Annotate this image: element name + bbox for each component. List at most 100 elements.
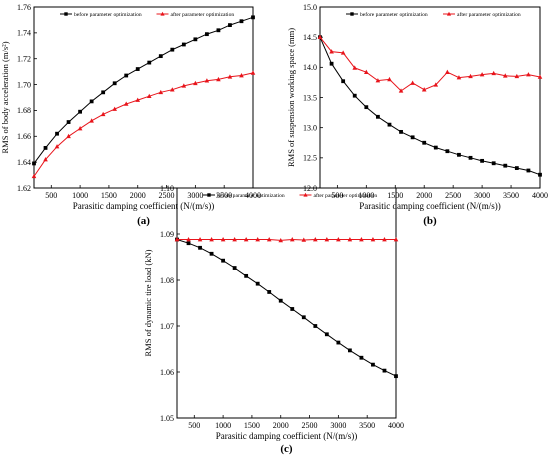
chart-panel-2: 500 1000 1500 2000 2500 3000 3500 400012.012.51…	[286, 3, 548, 227]
data-point-triangle	[112, 106, 117, 111]
data-point-square	[313, 324, 318, 328]
data-point-triangle	[100, 111, 106, 117]
data-point-square	[251, 15, 255, 20]
panel-label: (c)	[280, 443, 293, 455]
data-point-square	[78, 109, 83, 114]
data-point-triangle	[255, 237, 260, 242]
data-point-triangle	[239, 73, 244, 78]
data-point-triangle	[352, 65, 358, 70]
x-tick-label: 500	[331, 191, 343, 200]
y-tick-label: 1.62	[17, 184, 31, 193]
legend-marker-square	[64, 12, 68, 16]
legend-entry: after parameter optimization	[171, 11, 235, 18]
data-point-triangle	[220, 237, 226, 242]
data-point-triangle	[186, 237, 191, 242]
y-tick-label: 1.08	[160, 276, 174, 285]
data-point-square	[170, 47, 175, 52]
data-point-square	[538, 172, 542, 177]
data-point-square	[66, 120, 71, 124]
x-tick-label: 1500	[244, 421, 260, 430]
data-point-triangle	[502, 73, 508, 78]
data-point-triangle	[54, 144, 60, 149]
legend-marker-square	[350, 12, 354, 16]
data-point-square	[198, 245, 202, 250]
data-point-triangle	[364, 69, 369, 74]
data-point-triangle	[209, 237, 214, 242]
x-tick-label: 3500	[359, 421, 375, 430]
data-point-triangle	[77, 126, 83, 131]
panel-label: (a)	[137, 215, 150, 227]
y-tick-label: 1.66	[17, 132, 31, 141]
data-point-triangle	[204, 78, 210, 83]
y-axis-label: RMS of dynamic tire load (kN)	[143, 249, 153, 356]
x-tick-label: 500	[188, 421, 200, 430]
data-point-triangle	[329, 49, 334, 54]
x-tick-label: 2500	[159, 191, 175, 200]
data-point-triangle	[232, 237, 237, 242]
x-axis-label: Parasitic damping coefficient (N/(m/s))	[216, 431, 358, 441]
data-point-square	[186, 241, 191, 246]
x-tick-label: 1000	[358, 191, 374, 200]
data-point-square	[43, 146, 48, 150]
data-point-square	[267, 290, 272, 294]
data-point-square	[480, 158, 485, 163]
data-point-square	[209, 251, 214, 256]
series-line-1	[33, 16, 254, 164]
data-point-square	[255, 281, 260, 286]
data-point-square	[147, 60, 152, 65]
data-point-triangle	[514, 73, 520, 79]
x-tick-label: 4000	[532, 191, 548, 200]
data-point-triangle	[216, 76, 221, 82]
data-point-triangle	[456, 75, 462, 80]
data-point-triangle	[289, 237, 295, 242]
data-point-triangle	[301, 237, 307, 242]
data-point-square	[336, 340, 341, 345]
data-point-square	[503, 163, 508, 168]
data-point-square	[371, 362, 375, 367]
plot-frame	[176, 187, 397, 419]
data-point-triangle	[89, 118, 94, 123]
x-tick-label: 3500	[503, 191, 519, 200]
data-point-square	[457, 152, 461, 157]
series-line-1	[176, 239, 397, 377]
y-tick-label: 1.07	[160, 322, 174, 331]
legend-entry: before parameter optimization	[360, 11, 428, 18]
data-point-triangle	[468, 73, 473, 79]
data-point-triangle	[266, 237, 272, 242]
y-tick-label: 1.64	[17, 158, 31, 167]
legend-entry: before parameter optimization	[74, 11, 142, 18]
data-point-square	[278, 298, 283, 303]
y-tick-label: 1.05	[160, 414, 174, 423]
data-point-triangle	[174, 237, 180, 242]
data-point-triangle	[146, 93, 152, 99]
data-point-triangle	[227, 74, 233, 79]
data-point-square	[193, 37, 198, 42]
data-point-triangle	[243, 237, 249, 242]
x-tick-label: 2000	[130, 191, 146, 200]
data-point-triangle	[526, 72, 531, 77]
legend-marker-triangle	[446, 11, 452, 16]
x-tick-label: 3000	[474, 191, 490, 200]
x-tick-label: 2000	[273, 421, 289, 430]
x-tick-label: 1000	[72, 191, 88, 200]
legend-marker-square	[207, 193, 211, 197]
x-tick-label: 4000	[245, 191, 261, 200]
series-line-1	[319, 36, 541, 176]
legend-marker-triangle	[160, 11, 165, 16]
y-tick-label: 1.76	[17, 3, 31, 12]
data-point-square	[216, 28, 221, 33]
data-point-square	[433, 145, 438, 150]
x-tick-label: 3000	[330, 421, 346, 430]
data-point-triangle	[250, 70, 256, 75]
plot-frame	[33, 6, 254, 189]
data-point-square	[341, 79, 346, 84]
data-point-triangle	[375, 78, 381, 83]
y-tick-label: 15.0	[303, 3, 317, 12]
data-point-triangle	[193, 80, 198, 86]
data-point-triangle	[278, 237, 284, 243]
data-point-triangle	[135, 97, 141, 102]
data-point-square	[399, 129, 403, 134]
panel-label: (b)	[423, 215, 437, 227]
data-point-triangle	[410, 80, 415, 85]
legend-entry: after parameter optimization	[314, 192, 378, 199]
